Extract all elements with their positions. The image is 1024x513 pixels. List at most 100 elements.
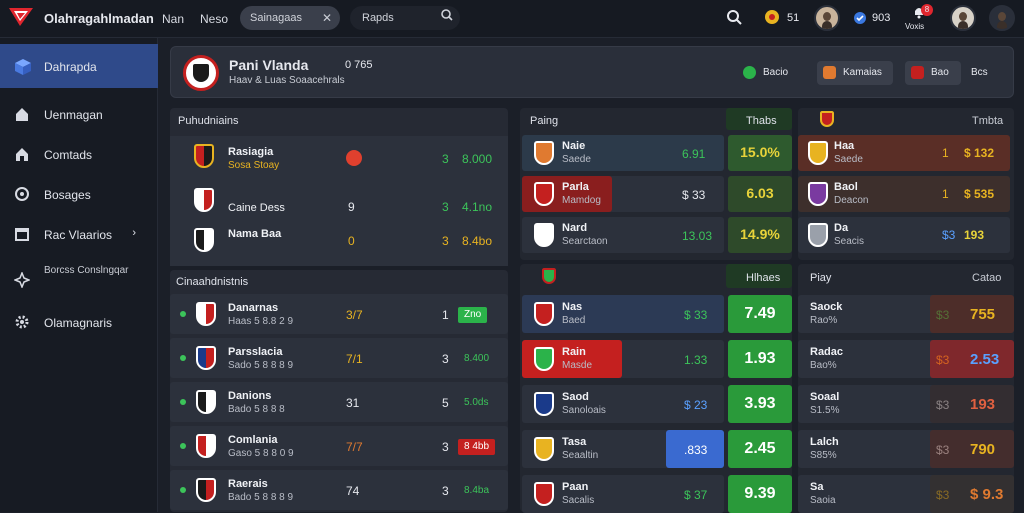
team-name: Rasiagia <box>228 146 274 158</box>
row-odds: 8.000 <box>462 152 493 166</box>
sidebar: Dahrapda Uenmagan Comtads Bosages Rac Vl… <box>0 38 158 512</box>
team-sub: Saede <box>562 154 591 165</box>
odds-cell-bg <box>930 295 1014 333</box>
team-sub: Saede <box>834 154 863 165</box>
sidebar-item-3[interactable]: Comtads <box>0 132 158 176</box>
odds-cell[interactable]: 3.93 <box>728 385 792 423</box>
row-value: 3 <box>442 484 449 498</box>
market-row[interactable]: Paan Sacalis $ 37 <box>522 475 724 513</box>
table-row[interactable]: Raerais Bado 5 8 8 8 9 74 3 8.4ba <box>170 470 508 510</box>
market-row[interactable]: Nas Baed $ 33 <box>522 295 724 333</box>
odds-badge[interactable]: 8.4ba <box>464 485 490 496</box>
table-row[interactable]: Danarnas Haas 5 8.8 2 9 3/7 1 Zno <box>170 294 508 334</box>
home-icon <box>16 108 28 121</box>
list-item[interactable]: Rasiagia Sosa Stoay 3 8.000 <box>170 142 508 176</box>
odds-row[interactable]: Naie Saede 6.91 <box>522 135 724 171</box>
odds-badge[interactable]: 8 4bb <box>458 439 496 455</box>
search-icon[interactable] <box>440 8 454 22</box>
chevron-right-icon[interactable]: › <box>132 227 136 239</box>
live-button[interactable]: Bacio <box>737 61 796 85</box>
table-row[interactable]: Parsslacia Sado 5 8 8 8 9 7/1 3 8.400 <box>170 338 508 378</box>
odds-row[interactable]: Baol Deacon 1 $ 535 <box>798 176 1010 212</box>
odds-cell[interactable]: 1.93 <box>728 340 792 378</box>
team-name: Nas <box>562 301 583 313</box>
video-icon <box>911 66 924 79</box>
brand-name[interactable]: Olahragahlmadan <box>44 11 154 26</box>
odds-price[interactable]: 2.53 <box>970 351 1000 368</box>
row-value: 3 <box>442 234 449 248</box>
odds-price[interactable]: 790 <box>970 441 996 458</box>
odds-row[interactable]: Nard Searctaon 13.03 <box>522 217 724 253</box>
sidebar-item-label: Comtads <box>44 148 93 162</box>
sidebar-item-label: Dahrapda <box>44 60 97 74</box>
table-row[interactable]: Danions Bado 5 8 8 8 31 5 5.0ds <box>170 382 508 422</box>
market-row[interactable]: Rain Masde 1.33 <box>522 340 724 378</box>
avatar[interactable] <box>950 5 976 31</box>
odds-badge[interactable]: 5.0ds <box>464 397 489 408</box>
odds-price[interactable]: $ 9.3 <box>970 486 1004 503</box>
odds-cell[interactable]: 7.49 <box>728 295 792 333</box>
list-item[interactable]: Caine Dess 9 3 4.1no <box>170 188 508 222</box>
stats-button[interactable]: Kamaias <box>817 61 893 85</box>
brand-logo-icon[interactable] <box>8 6 34 28</box>
match-header: Pani Vlanda Haav & Luas Soaacehrals 0 76… <box>170 46 1014 98</box>
filter-pill[interactable]: Sainagaas ✕ <box>240 6 340 30</box>
column-header-cell <box>726 264 792 288</box>
odds-value: $ 37 <box>684 488 708 502</box>
nav-link-1[interactable]: Nan <box>162 12 185 26</box>
team-crest <box>194 228 214 252</box>
avatar[interactable] <box>814 5 840 31</box>
odds-badge[interactable]: Zno <box>458 307 488 323</box>
odds-cell[interactable]: 15.0% <box>728 135 792 171</box>
odds-row[interactable]: Da Seacis $3 193 <box>798 217 1010 253</box>
team-name: Danions <box>228 390 272 402</box>
list-item[interactable]: Nama Baa 0 3 8.4bo <box>170 224 508 258</box>
odds-row[interactable]: Parla Mamdog $ 33 <box>522 176 724 212</box>
ball-icon <box>346 150 362 166</box>
more-button[interactable]: Bcs <box>967 61 996 85</box>
search-input[interactable]: Rapds <box>350 6 460 30</box>
sidebar-item-dashboard[interactable]: Dahrapda <box>0 44 158 88</box>
odds-cell[interactable]: 14.9% <box>728 217 792 253</box>
row-stat: 9 <box>348 200 355 214</box>
row-value: 3 <box>442 152 449 166</box>
column-header-cell <box>726 108 792 130</box>
odds-price[interactable]: 193 <box>970 396 996 413</box>
avatar[interactable] <box>989 5 1015 31</box>
market-row[interactable]: Tasa Seaaltin .833 <box>522 430 724 468</box>
sidebar-item-6[interactable]: Borcss Conslngqar <box>0 258 158 302</box>
search-icon[interactable] <box>726 9 742 25</box>
odds-cell[interactable]: 2.45 <box>728 430 792 468</box>
odds-cell[interactable]: 6.03 <box>728 176 792 212</box>
market-name: Lalch <box>810 436 839 448</box>
table-row[interactable]: Comlania Gaso 5 8 8 0 9 7/7 3 8 4bb <box>170 426 508 466</box>
odds-cell-value: 6.03 <box>746 185 774 201</box>
notification-badge: 8 <box>921 4 933 16</box>
status-dot <box>180 355 186 361</box>
odds-badge[interactable]: 8.400 <box>464 353 490 364</box>
video-button[interactable]: Bao <box>905 61 961 85</box>
odds-row[interactable]: Haa Saede 1 $ 132 <box>798 135 1010 171</box>
video-button-label: Bao <box>931 67 949 78</box>
sidebar-item-4[interactable]: Bosages <box>0 172 158 216</box>
market-sub: Bao% <box>810 360 837 371</box>
market-row[interactable]: Saod Sanoloais $ 23 <box>522 385 724 423</box>
team-sub: Deacon <box>834 195 869 206</box>
sidebar-item-7[interactable]: Olamagnaris <box>0 300 158 344</box>
sidebar-item-5[interactable]: Rac Vlaarios › <box>0 212 158 256</box>
nav-link-2[interactable]: Neso <box>200 12 229 26</box>
odds-cell[interactable]: 9.39 <box>728 475 792 513</box>
team-crest <box>183 55 219 91</box>
sidebar-item-2[interactable]: Uenmagan <box>0 92 158 136</box>
odds-price[interactable]: 755 <box>970 306 996 323</box>
row-value: 3 <box>442 352 449 366</box>
odds-value: 1 <box>942 187 949 201</box>
search-text: Rapds <box>362 12 394 24</box>
close-icon[interactable]: ✕ <box>321 11 332 25</box>
column-header: Thabs <box>746 115 777 127</box>
